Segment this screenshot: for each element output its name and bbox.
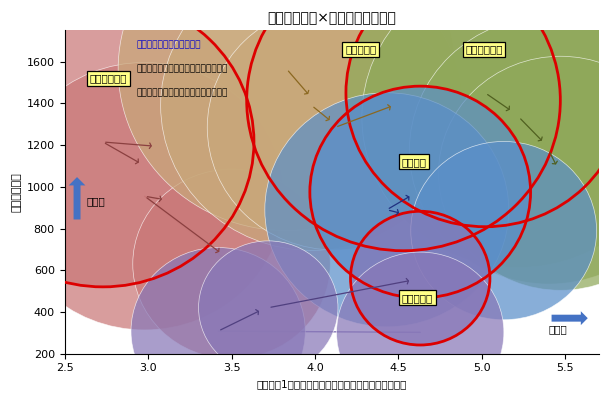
Ellipse shape [362,0,610,268]
Text: 総合力：各社のパテントスコア積算値: 総合力：各社のパテントスコア積算値 [137,64,228,73]
Ellipse shape [207,5,463,250]
Ellipse shape [160,0,462,250]
Ellipse shape [411,142,597,320]
Text: 個別力：各社のパテントスコア最高値: 個別力：各社のパテントスコア最高値 [137,89,228,98]
Y-axis label: 権利者スコア: 権利者スコア [11,172,21,212]
Ellipse shape [346,0,610,227]
Ellipse shape [439,56,610,290]
Ellipse shape [246,0,561,251]
Title: 権利者スコア×平均値の経時変化: 権利者スコア×平均値の経時変化 [267,11,396,25]
Text: 富士重工業: 富士重工業 [402,293,433,303]
Ellipse shape [198,241,338,375]
X-axis label: 有効特許1件当たりの注目度（権利者スコア平均値）: 有効特許1件当たりの注目度（権利者スコア平均値） [257,379,407,389]
Text: 個別力: 個別力 [549,325,567,335]
Text: デンソー: デンソー [402,157,427,167]
Ellipse shape [409,17,610,284]
Ellipse shape [0,0,254,287]
Ellipse shape [133,169,330,359]
Ellipse shape [351,211,490,345]
Ellipse shape [265,93,509,327]
Text: 本田技研工業: 本田技研工業 [465,44,503,54]
Ellipse shape [5,62,284,330]
Ellipse shape [337,252,504,400]
Ellipse shape [118,0,455,230]
Text: 円の大きさ：有効特許件数: 円の大きさ：有効特許件数 [137,40,201,49]
Text: トヨタ自動車: トヨタ自動車 [90,73,127,83]
Text: 総合力: 総合力 [86,196,105,206]
Ellipse shape [310,86,531,298]
Ellipse shape [131,248,305,400]
Text: 日産自動車: 日産自動車 [345,44,376,54]
